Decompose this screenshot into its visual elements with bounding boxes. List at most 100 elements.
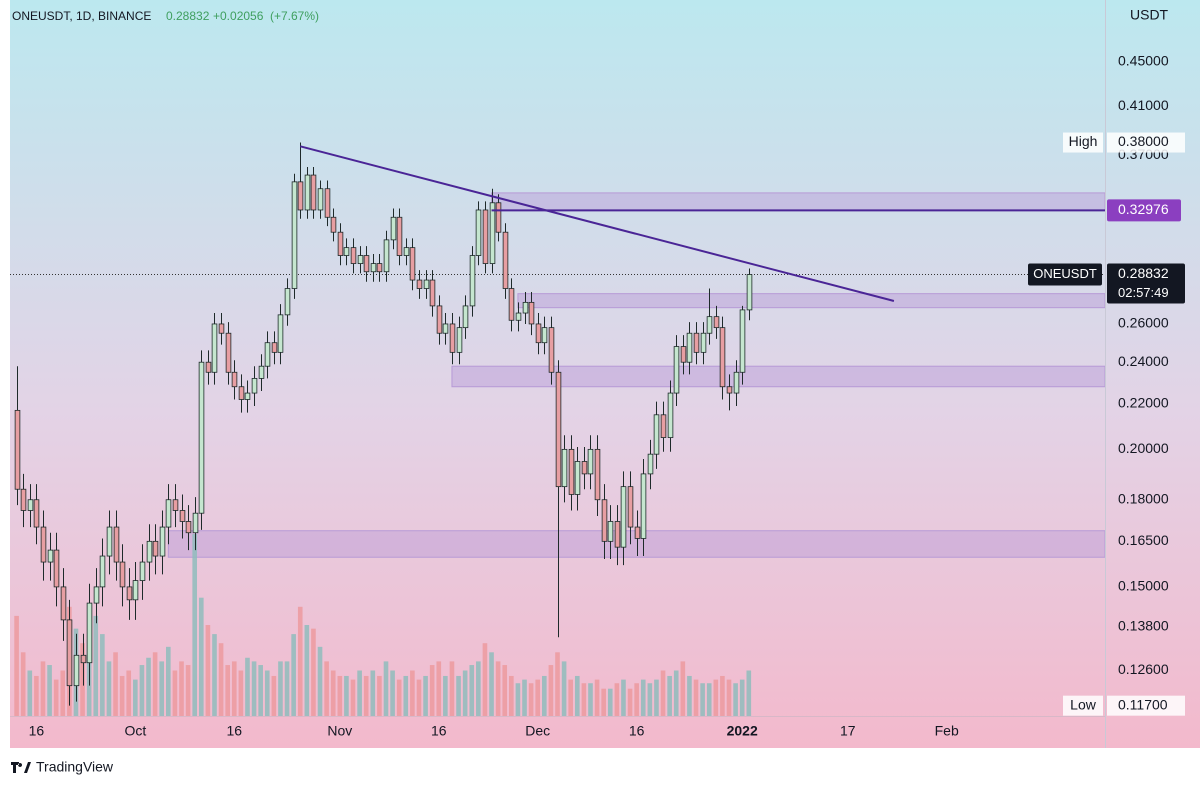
volume-bar	[647, 683, 653, 716]
change-pct: (+7.67%)	[270, 9, 319, 23]
volume-bar	[528, 683, 534, 716]
candle-body	[502, 231, 509, 289]
volume-bar	[139, 665, 145, 716]
candle-body	[614, 521, 621, 548]
volume-bar	[607, 688, 613, 716]
x-tick-label: Oct	[124, 723, 146, 739]
candle-body	[746, 274, 753, 311]
candle-body	[693, 332, 700, 353]
x-tick-label: 16	[226, 723, 242, 739]
volume-bar	[284, 661, 290, 716]
volume-bar	[205, 625, 211, 716]
volume-bar	[363, 675, 369, 716]
y-tick-label: 0.18000	[1118, 490, 1169, 506]
symbol: ONEUSDT, 1D, BINANCE	[12, 9, 151, 23]
volume-bar	[40, 661, 46, 716]
brand-logo	[11, 762, 31, 773]
candle-body	[264, 342, 271, 367]
candle-body	[581, 461, 588, 475]
zone	[517, 293, 1105, 309]
candle-body	[126, 586, 133, 601]
candle-body	[706, 316, 713, 334]
candle-body	[304, 174, 311, 211]
candle-body	[416, 279, 423, 289]
volume-bar	[456, 675, 461, 716]
volume-bar	[27, 670, 33, 716]
candle-body	[258, 365, 265, 379]
candle-body	[238, 386, 245, 400]
volume-bar	[198, 597, 204, 716]
volume-bar	[317, 646, 323, 716]
candle-body	[739, 309, 746, 373]
volume-bar	[225, 665, 230, 716]
volume-bar	[667, 675, 672, 716]
plot	[10, 142, 1105, 716]
volume-bar	[337, 675, 343, 716]
candle-body	[594, 448, 601, 501]
x-tick-label: Nov	[327, 723, 352, 739]
volume-bar	[113, 652, 118, 716]
volume-bar	[673, 670, 679, 716]
zone	[451, 365, 1105, 388]
volume-bar	[53, 679, 59, 716]
countdown: 02:57:49	[1118, 285, 1169, 300]
volume-bar	[614, 683, 620, 716]
volume-bar	[119, 675, 125, 716]
volume-bar	[159, 661, 165, 716]
candle-body	[370, 263, 377, 273]
volume-bar	[706, 683, 712, 716]
candle-body	[73, 654, 80, 687]
volume-bar	[548, 665, 554, 716]
volume-bar	[251, 661, 257, 716]
candle-body	[403, 247, 410, 256]
volume-bar	[436, 661, 442, 716]
candle-body	[568, 448, 575, 495]
y-tick-label: 0.26000	[1118, 315, 1169, 331]
change: +0.02056	[213, 9, 264, 23]
volume-bar	[687, 675, 692, 716]
marker-value: 0.11700	[1118, 696, 1168, 712]
candle-body	[218, 323, 225, 334]
candle-body	[330, 216, 337, 233]
volume-bar	[634, 683, 639, 716]
candle-body	[548, 327, 555, 373]
candle-body	[620, 486, 627, 548]
volume-bar	[423, 675, 428, 716]
zone	[491, 192, 1105, 211]
volume-bar	[93, 615, 99, 716]
volume-bar	[462, 670, 468, 716]
candle-body	[324, 188, 331, 218]
volume-bar	[271, 675, 277, 716]
y-tick-label: 0.15000	[1118, 578, 1169, 594]
candle-body	[60, 586, 67, 621]
volume-bar	[212, 634, 217, 716]
volume-bar	[238, 670, 244, 716]
volume-bar	[192, 534, 198, 716]
candle-body	[634, 526, 641, 539]
candle-body	[429, 279, 436, 307]
volume-bar	[297, 606, 303, 716]
volume-bar	[100, 634, 105, 716]
candle-body	[99, 555, 106, 588]
volume-bar	[330, 670, 336, 716]
candle-body	[297, 181, 304, 211]
candle-body	[456, 327, 463, 353]
volume-bar	[489, 652, 494, 716]
y-tick-label: 0.24000	[1118, 353, 1169, 369]
volume-bar	[344, 675, 349, 716]
volume-bar	[713, 679, 719, 716]
candle-body	[673, 346, 680, 394]
volume-bar	[403, 675, 409, 716]
candle-body	[40, 526, 47, 563]
symbol-tag	[1028, 263, 1102, 286]
volume-bar	[166, 646, 171, 716]
price-tag-value: 0.28832	[1118, 265, 1169, 281]
candle-body	[205, 361, 212, 373]
candle-body	[284, 288, 291, 316]
volume-bar	[231, 661, 237, 716]
candle-body	[601, 499, 608, 542]
volume-bar	[449, 661, 455, 716]
candle-body	[86, 602, 93, 664]
candle-body	[449, 323, 456, 353]
volume-bar	[390, 670, 395, 716]
